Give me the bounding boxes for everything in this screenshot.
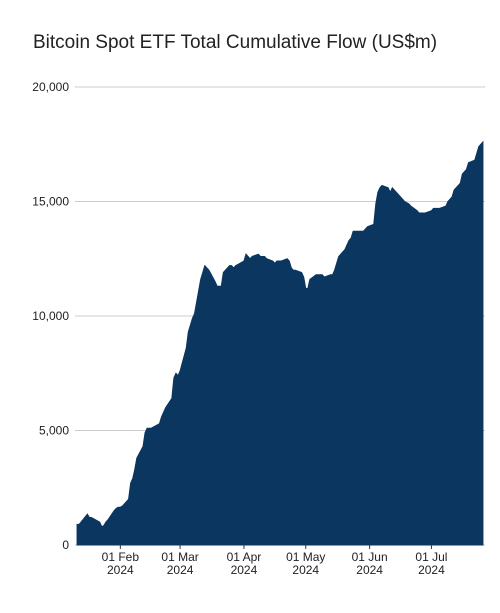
x-tick-label: 01 Feb 2024 — [102, 550, 140, 577]
area — [76, 140, 484, 546]
x-tick-label: 01 Mar 2024 — [161, 550, 198, 577]
chart-title: Bitcoin Spot ETF Total Cumulative Flow (… — [33, 32, 437, 53]
y-tick-label: 0 — [62, 538, 69, 552]
x-tick-label: 01 Apr 2024 — [227, 550, 262, 577]
x-tick-label: 01 Jun 2024 — [352, 550, 388, 577]
x-tick-label: 01 May 2024 — [286, 550, 325, 577]
y-tick-label: 15,000 — [32, 195, 69, 209]
y-tick-label: 20,000 — [32, 80, 69, 94]
y-tick-label: 10,000 — [32, 309, 69, 323]
x-tick-label: 01 Jul 2024 — [415, 550, 447, 577]
y-tick-label: 5,000 — [39, 424, 69, 438]
